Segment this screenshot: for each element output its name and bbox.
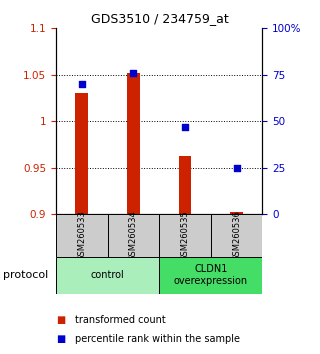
Bar [56,257,159,294]
Text: percentile rank within the sample: percentile rank within the sample [75,334,240,344]
Text: control: control [91,270,124,280]
Bar [230,212,243,214]
Bar [108,214,159,257]
Bar [159,214,211,257]
Point [182,124,188,130]
Text: GSM260536: GSM260536 [232,210,241,261]
Text: transformed count: transformed count [75,315,166,325]
Text: GSM260533: GSM260533 [77,210,86,261]
Text: ■: ■ [56,315,65,325]
Bar [159,257,262,294]
Text: GDS3510 / 234759_at: GDS3510 / 234759_at [91,12,229,25]
Point [234,165,239,171]
Bar [56,214,108,257]
Text: CLDN1
overexpression: CLDN1 overexpression [174,264,248,286]
Bar [211,214,262,257]
Point [131,70,136,76]
Text: ■: ■ [56,334,65,344]
Bar [75,93,88,214]
Point [79,81,84,87]
Text: GSM260534: GSM260534 [129,210,138,261]
Text: protocol: protocol [3,270,48,280]
Bar [179,156,191,214]
Text: GSM260535: GSM260535 [180,210,189,261]
Bar [127,73,140,214]
